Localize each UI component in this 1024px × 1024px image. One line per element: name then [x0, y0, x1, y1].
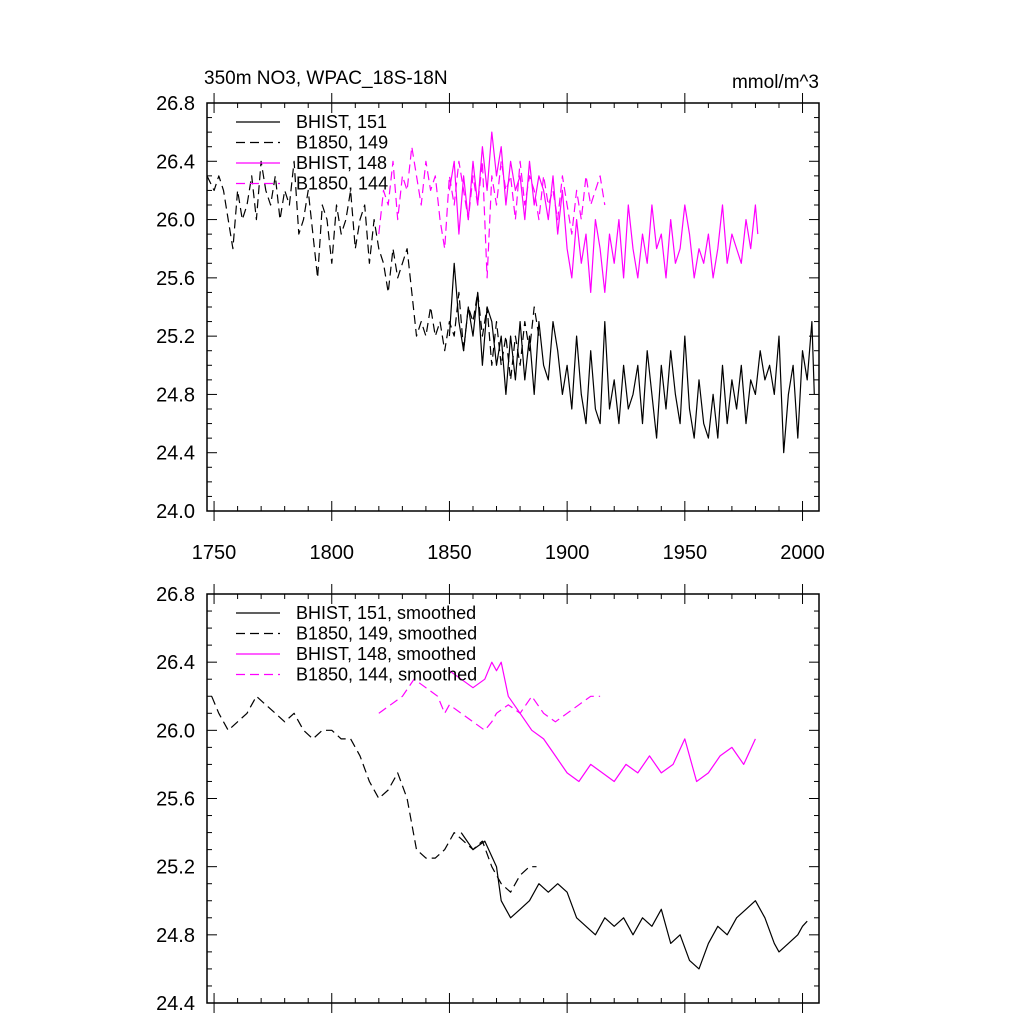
series-line — [448, 131, 759, 293]
x-tick-label: 2000 — [780, 542, 825, 564]
y-tick-label: 24.4 — [156, 993, 195, 1015]
y-tick-label: 24.0 — [156, 501, 195, 523]
plot-frame — [206, 102, 820, 512]
legend-label: BHIST, 151 — [296, 112, 387, 132]
legend-label: BHIST, 151, smoothed — [296, 603, 476, 623]
series-line — [449, 661, 756, 783]
plot-frame — [206, 593, 820, 1004]
legend-label: B1850, 144, smoothed — [296, 665, 477, 685]
legend-label: B1850, 149, smoothed — [296, 624, 477, 644]
legend-label: BHIST, 148 — [296, 153, 387, 173]
x-tick-label: 1900 — [545, 542, 590, 564]
x-tick-label: 1850 — [427, 542, 472, 564]
bottom-panel: 24.4 24.8 25.2 25.6 26.0 26.4 26.8 BHIST, 151,… — [156, 584, 820, 1015]
y-tick-label: 26.8 — [156, 93, 195, 115]
chart-title: 350m NO3, WPAC_18S-18N — [204, 68, 448, 89]
series-line — [378, 678, 601, 731]
y-tick-label: 25.6 — [156, 268, 195, 290]
y-tick-label: 24.4 — [156, 443, 195, 465]
x-tick-label: 1800 — [310, 542, 355, 564]
y-tick-label: 25.2 — [156, 326, 195, 348]
legend-label: BHIST, 148, smoothed — [296, 644, 476, 664]
y-tick-label: 26.4 — [156, 151, 195, 173]
top-panel: 350m NO3, WPAC_18S-18N mmol/m^3 1750 1800… — [156, 68, 825, 564]
y-tick-label: 26.4 — [156, 652, 195, 674]
y-tick-label: 25.6 — [156, 789, 195, 811]
y-tick-label: 25.2 — [156, 857, 195, 879]
units-label: mmol/m^3 — [732, 72, 819, 93]
series-line — [460, 832, 808, 970]
y-tick-label: 24.8 — [156, 384, 195, 406]
series-line — [378, 146, 606, 279]
y-tick-label: 26.0 — [156, 210, 195, 232]
series-line — [211, 695, 537, 893]
x-tick-label: 1750 — [192, 542, 237, 564]
series-line — [206, 160, 540, 381]
legend-label: B1850, 144 — [296, 174, 388, 194]
y-tick-label: 26.8 — [156, 584, 195, 606]
y-tick-label: 26.0 — [156, 720, 195, 742]
y-tick-label: 24.8 — [156, 925, 195, 947]
x-tick-label: 1950 — [663, 542, 708, 564]
series-line — [448, 262, 815, 454]
legend-label: B1850, 149 — [296, 133, 388, 153]
